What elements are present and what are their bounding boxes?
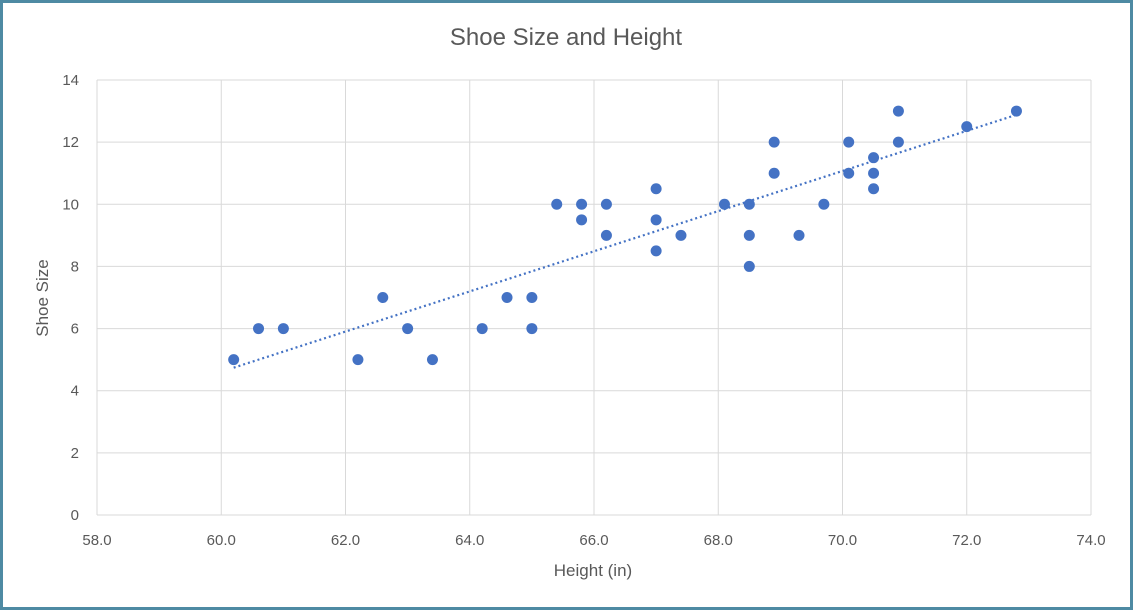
data-point (600, 198, 612, 210)
trendline-layer (233, 113, 1017, 369)
x-tick-label: 66.0 (579, 532, 608, 549)
data-point (650, 214, 662, 226)
gridlines (96, 79, 1092, 516)
data-point (675, 229, 687, 241)
data-point (1010, 105, 1022, 117)
data-point (277, 323, 289, 335)
x-tick-label: 70.0 (828, 532, 857, 549)
y-tick-label: 4 (71, 383, 79, 400)
x-tick-label: 60.0 (207, 532, 236, 549)
data-point (868, 152, 880, 164)
chart-title: Shoe Size and Height (450, 24, 682, 51)
data-point (501, 292, 513, 303)
x-tick-label: 64.0 (455, 532, 484, 549)
data-point (793, 229, 805, 241)
x-tick-labels: 58.0 60.0 62.0 64.0 66.0 68.0 70.0 72.0 74.0 (82, 532, 1105, 549)
x-tick-label: 58.0 (82, 532, 111, 549)
data-point (228, 354, 240, 366)
y-tick-label: 6 (71, 321, 79, 338)
data-point (551, 198, 563, 210)
data-point (868, 183, 880, 195)
x-axis-title: Height (in) (554, 561, 632, 580)
data-point (576, 214, 588, 226)
x-tick-label: 74.0 (1076, 532, 1105, 549)
data-point (892, 136, 904, 148)
x-tick-label: 62.0 (331, 532, 360, 549)
data-point (892, 105, 904, 117)
data-point (818, 198, 830, 210)
x-tick-label: 72.0 (952, 532, 981, 549)
data-point (768, 136, 780, 148)
data-point (476, 323, 488, 335)
y-tick-label: 0 (71, 507, 79, 524)
data-point (650, 245, 662, 257)
y-tick-label: 2 (71, 445, 79, 462)
y-axis-title: Shoe Size (33, 259, 52, 337)
data-point (402, 323, 414, 335)
data-point (868, 167, 880, 179)
x-tick-label: 68.0 (704, 532, 733, 549)
data-point (600, 229, 612, 241)
data-point (843, 167, 855, 179)
data-point (743, 198, 755, 210)
data-point (426, 354, 438, 366)
y-tick-label: 12 (62, 134, 79, 151)
data-point (526, 292, 538, 303)
data-point (576, 198, 588, 210)
y-tick-label: 14 (62, 72, 79, 89)
data-point (352, 354, 364, 366)
y-tick-label: 10 (62, 196, 79, 213)
data-point (961, 121, 973, 133)
data-point (253, 323, 265, 335)
y-tick-labels: 0 2 4 6 8 10 12 14 (62, 72, 79, 524)
data-point (718, 198, 730, 210)
data-point (743, 260, 755, 272)
data-point (743, 229, 755, 241)
data-points (228, 105, 1022, 366)
data-point (526, 323, 538, 335)
data-point (650, 183, 662, 195)
data-point (377, 292, 389, 303)
y-tick-label: 8 (71, 258, 79, 275)
data-point (768, 167, 780, 179)
trendline (233, 113, 1017, 369)
data-point (843, 136, 855, 148)
